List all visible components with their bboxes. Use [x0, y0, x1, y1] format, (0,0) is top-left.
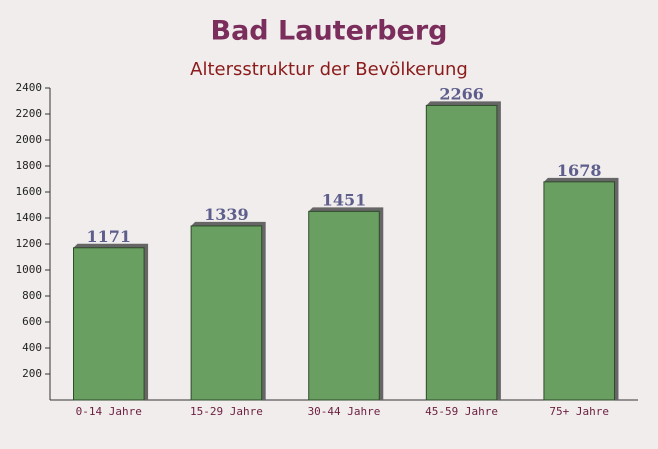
value-label: 2266: [439, 84, 484, 103]
x-tick-label: 0-14 Jahre: [76, 405, 142, 418]
y-tick-label: 1000: [16, 263, 43, 276]
y-tick-label: 400: [22, 341, 42, 354]
x-tick-label: 30-44 Jahre: [308, 405, 381, 418]
y-tick-label: 1800: [16, 159, 43, 172]
y-tick-label: 1600: [16, 185, 43, 198]
bar: [73, 247, 145, 401]
x-tick-label: 75+ Jahre: [549, 405, 609, 418]
value-label: 1171: [87, 227, 132, 246]
chart-title: Bad Lauterberg: [211, 16, 448, 47]
y-tick-label: 2400: [16, 81, 43, 94]
y-tick-label: 600: [22, 315, 42, 328]
y-tick-label: 1200: [16, 237, 43, 250]
bar: [190, 225, 263, 401]
value-label: 1339: [204, 205, 249, 224]
y-tick-label: 800: [22, 289, 42, 302]
x-tick-label: 45-59 Jahre: [425, 405, 498, 418]
chart-subtitle: Altersstruktur der Bevölkerung: [190, 59, 468, 80]
bar: [425, 104, 498, 401]
y-tick-label: 1400: [16, 211, 43, 224]
bar: [543, 181, 615, 401]
x-tick-label: 15-29 Jahre: [190, 405, 263, 418]
value-label: 1451: [322, 190, 367, 209]
y-tick-label: 2200: [16, 107, 43, 120]
y-tick-label: 2000: [16, 133, 43, 146]
value-label: 1678: [557, 161, 602, 180]
bar: [308, 210, 380, 401]
y-tick-label: 200: [22, 367, 42, 380]
